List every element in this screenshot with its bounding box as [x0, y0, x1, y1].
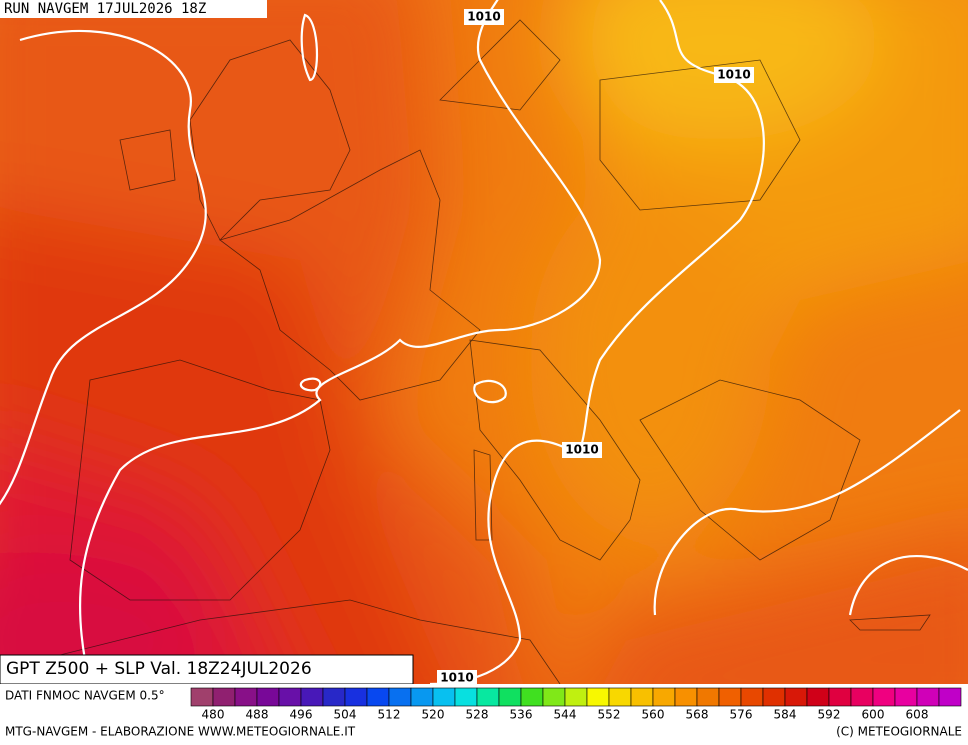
header-box [0, 0, 267, 18]
scale-swatch [828, 687, 852, 707]
scale-swatch [322, 687, 346, 707]
scale-swatch [784, 687, 808, 707]
isobar-label: 1010 [440, 671, 473, 685]
isobar-label-box [714, 67, 754, 83]
scale-swatch [652, 687, 676, 707]
scale-label: 608 [906, 708, 929, 722]
scale-swatch [740, 687, 764, 707]
scale-label: 480 [202, 708, 225, 722]
scale-label: 584 [774, 708, 797, 722]
isobar-label-box [562, 442, 602, 458]
scale-label: 528 [466, 708, 489, 722]
scale-label: 544 [554, 708, 577, 722]
isobar-label-box [437, 670, 477, 684]
scale-swatch [718, 687, 742, 707]
scale-swatch [454, 687, 478, 707]
scale-swatch [520, 687, 544, 707]
scale-swatch [498, 687, 522, 707]
scale-swatch [234, 687, 258, 707]
scale-swatch [938, 687, 962, 707]
scale-label: 512 [378, 708, 401, 722]
scale-swatch [300, 687, 324, 707]
scale-swatch [366, 687, 390, 707]
title-box [0, 654, 414, 684]
scale-label: 496 [290, 708, 313, 722]
scale-label: 504 [334, 708, 357, 722]
scale-swatch [542, 687, 566, 707]
scale-swatch [432, 687, 456, 707]
isobar-label-box [464, 9, 504, 25]
scale-swatch [564, 687, 588, 707]
source-label: DATI FNMOC NAVGEM 0.5° [5, 689, 165, 703]
scale-swatch [630, 687, 654, 707]
scale-swatch [872, 687, 896, 707]
scale-swatch [278, 687, 302, 707]
scale-label: 568 [686, 708, 709, 722]
scale-swatch [762, 687, 786, 707]
scale-label: 488 [246, 708, 269, 722]
scale-swatch [916, 687, 940, 707]
scale-swatch [608, 687, 632, 707]
scale-swatch [586, 687, 610, 707]
coastlines [39, 19, 931, 684]
scale-swatch [894, 687, 918, 707]
scale-swatch [410, 687, 434, 707]
scale-label: 552 [598, 708, 621, 722]
scale-label: 600 [862, 708, 885, 722]
scale-label: 592 [818, 708, 841, 722]
scale-label: 576 [730, 708, 753, 722]
run-label: RUN NAVGEM 17JUL2026 18Z [4, 1, 206, 17]
scale-swatch [212, 687, 236, 707]
scale-swatch [256, 687, 280, 707]
footer-right: (C) METEOGIORNALE [836, 725, 962, 739]
scale-swatch [806, 687, 830, 707]
scale-swatch [190, 687, 214, 707]
scale-label: 560 [642, 708, 665, 722]
scale-label: 536 [510, 708, 533, 722]
scale-swatch [344, 687, 368, 707]
isobar-label: 1010 [467, 10, 500, 24]
isobar-label: 1010 [717, 68, 750, 82]
scale-swatch [850, 687, 874, 707]
scale-label: 520 [422, 708, 445, 722]
scale-swatch [388, 687, 412, 707]
map-title: GPT Z500 + SLP Val. 18Z24JUL2026 [6, 659, 312, 679]
scale-swatch [674, 687, 698, 707]
footer-left: MTG-NAVGEM - ELABORAZIONE WWW.METEOGIORN… [5, 725, 356, 739]
isobars [0, 0, 968, 684]
isobar-label: 1010 [565, 443, 598, 457]
color-scale: 480 488 496 504 512 520 528 536 544 552 560 568 576 5… [190, 687, 962, 722]
scale-swatch [476, 687, 500, 707]
scale-swatch [696, 687, 720, 707]
